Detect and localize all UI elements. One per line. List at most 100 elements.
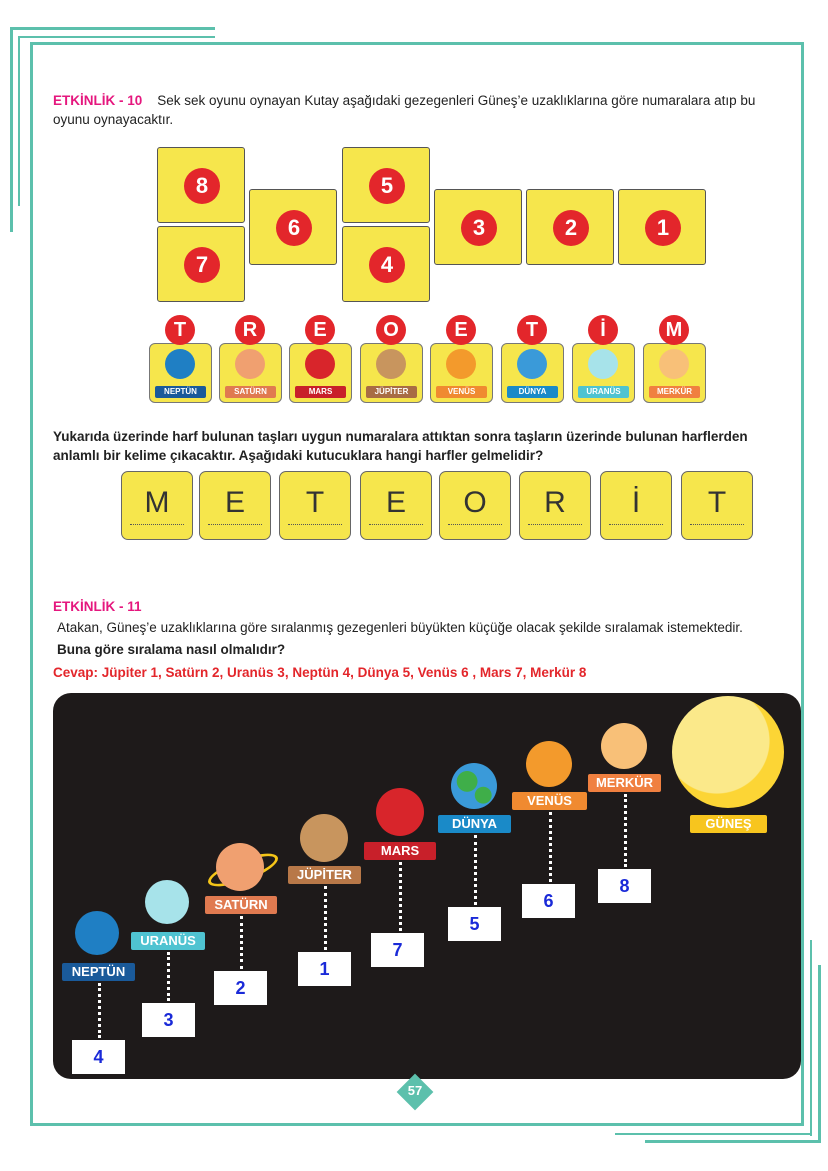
planet-card: URANÜS xyxy=(572,343,635,403)
planet-icon xyxy=(517,349,547,379)
letter-badge: E xyxy=(305,315,335,345)
frame-line xyxy=(10,27,13,232)
dotted-connector xyxy=(548,812,552,882)
answer-letter: R xyxy=(544,486,566,519)
activity11-label: ETKİNLİK - 11 xyxy=(53,599,142,614)
dotted-line xyxy=(208,524,262,525)
planet-2-icon xyxy=(216,843,264,891)
frame-line xyxy=(801,42,804,1126)
order-number-box: 5 xyxy=(448,907,501,941)
frame-line xyxy=(615,1133,812,1135)
order-number-box: 4 xyxy=(72,1040,125,1074)
letter-badge: İ xyxy=(588,315,618,345)
frame-line xyxy=(18,36,20,206)
sun-icon xyxy=(672,696,784,808)
answer-letter: M xyxy=(144,486,170,519)
letter-badge: R xyxy=(235,315,265,345)
dotted-line xyxy=(609,524,663,525)
activity10-text-line2: oyunu oynayacaktır. xyxy=(53,112,174,127)
frame-line xyxy=(18,36,215,38)
planet-order-panel: NEPTÜN 4 URANÜS 3 SATÜRN 2 JÜPİTER 1 MARS 7 DÜNYA 5… xyxy=(53,693,801,1079)
tile-number: 4 xyxy=(369,247,405,283)
planet-card: JÜPİTER xyxy=(360,343,423,403)
dotted-line xyxy=(448,524,502,525)
dotted-connector xyxy=(473,835,477,905)
planet-4-icon xyxy=(376,788,424,836)
page-number: 57 xyxy=(407,1083,423,1098)
planet-7-icon xyxy=(601,723,647,769)
planet-name-label: VENÜS xyxy=(512,792,587,810)
planet-label: VENÜS xyxy=(436,386,487,398)
tile-number: 7 xyxy=(184,247,220,283)
letter-badge: T xyxy=(517,315,547,345)
frame-line xyxy=(30,42,33,1126)
planet-name-label: MERKÜR xyxy=(588,774,661,792)
dotted-connector xyxy=(323,886,327,950)
order-number-box: 1 xyxy=(298,952,351,986)
answer-box: E xyxy=(199,471,271,540)
planet-label: JÜPİTER xyxy=(366,386,417,398)
order-number-box: 2 xyxy=(214,971,267,1005)
planet-5-icon xyxy=(451,763,497,809)
dotted-connector xyxy=(167,952,170,1001)
answer-box: O xyxy=(439,471,511,540)
dotted-connector xyxy=(97,983,101,1038)
dotted-line xyxy=(288,524,342,525)
activity11-answer: Cevap: Jüpiter 1, Satürn 2, Uranüs 3, Ne… xyxy=(53,665,587,680)
planet-icon xyxy=(659,349,689,379)
tile-number: 3 xyxy=(461,210,497,246)
sun-label: GÜNEŞ xyxy=(690,815,767,833)
hopscotch-tile: 1 xyxy=(618,189,706,265)
question-line2: anlamlı bir kelime çıkacaktır. Aşağıdaki… xyxy=(53,448,544,463)
tile-number: 1 xyxy=(645,210,681,246)
tile-number: 2 xyxy=(553,210,589,246)
dotted-connector xyxy=(623,794,627,867)
dotted-line xyxy=(528,524,582,525)
planet-icon xyxy=(588,349,618,379)
planet-label: MERKÜR xyxy=(649,386,700,398)
hopscotch-tile: 2 xyxy=(526,189,614,265)
planet-name-label: MARS xyxy=(364,842,436,860)
answer-letter: T xyxy=(305,486,325,519)
planet-label: SATÜRN xyxy=(225,386,276,398)
frame-line xyxy=(645,1140,821,1143)
activity10-label: ETKİNLİK - 10 xyxy=(53,93,143,108)
activity11-question: Buna göre sıralama nasıl olmalıdır? xyxy=(57,642,286,657)
planet-icon xyxy=(305,349,335,379)
hopscotch-tile: 3 xyxy=(434,189,522,265)
answer-box: E xyxy=(360,471,432,540)
answer-box: M xyxy=(121,471,193,540)
answer-letter: T xyxy=(707,486,727,519)
dotted-line xyxy=(690,524,744,525)
question-line1: Yukarıda üzerinde harf bulunan taşları u… xyxy=(53,429,748,444)
planet-card: NEPTÜN xyxy=(149,343,212,403)
letter-badge: T xyxy=(165,315,195,345)
planet-3-icon xyxy=(300,814,348,862)
planet-icon xyxy=(376,349,406,379)
hopscotch-tile: 4 xyxy=(342,226,430,302)
hopscotch-tile: 6 xyxy=(249,189,337,265)
planet-card: MERKÜR xyxy=(643,343,706,403)
frame-line xyxy=(30,1123,804,1126)
planet-name-label: NEPTÜN xyxy=(62,963,135,981)
frame-line xyxy=(30,42,804,45)
tile-number: 5 xyxy=(369,168,405,204)
activity11-text: Atakan, Güneş’e uzaklıklarına göre sıral… xyxy=(57,620,743,635)
planet-icon xyxy=(165,349,195,379)
answer-box: R xyxy=(519,471,591,540)
hopscotch-tile: 8 xyxy=(157,147,245,223)
planet-name-label: DÜNYA xyxy=(438,815,511,833)
answer-letter: E xyxy=(385,486,406,519)
order-number-box: 3 xyxy=(142,1003,195,1037)
tile-number: 6 xyxy=(276,210,312,246)
frame-line xyxy=(810,940,812,1136)
activity10-intro: ETKİNLİK - 10 Sek sek oyunu oynayan Kuta… xyxy=(53,92,755,110)
planet-name-label: SATÜRN xyxy=(205,896,277,914)
planet-card: DÜNYA xyxy=(501,343,564,403)
answer-letter: E xyxy=(224,486,245,519)
letter-badge: O xyxy=(376,315,406,345)
frame-line xyxy=(818,965,821,1143)
answer-letter: İ xyxy=(631,486,641,519)
planet-label: URANÜS xyxy=(578,386,629,398)
